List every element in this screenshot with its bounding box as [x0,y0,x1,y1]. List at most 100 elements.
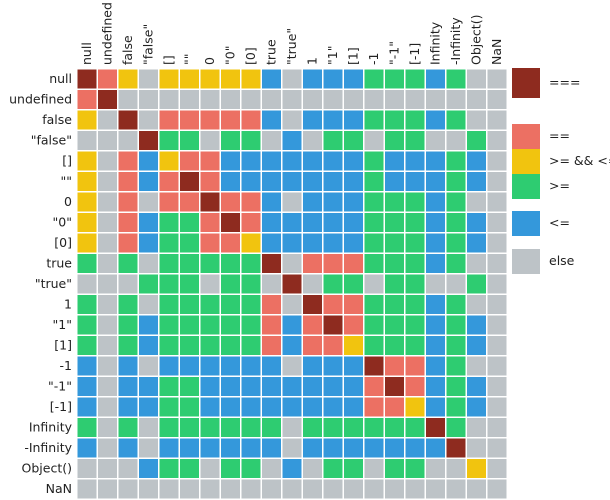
cell [303,459,322,478]
cell [282,336,302,355]
cell [180,315,199,335]
cell [118,151,138,171]
cell [159,274,179,294]
cell [303,233,322,253]
cell [303,274,322,294]
cell [118,295,138,314]
cell [344,459,363,478]
cell [98,459,117,478]
cell [139,69,158,89]
cell [487,459,507,478]
column-label: "false" [140,24,155,65]
cell [139,295,158,314]
cell [323,69,343,89]
cell [446,479,466,499]
cell [77,90,97,109]
cell [426,336,445,355]
cell [77,397,97,417]
cell [221,459,240,478]
cell [200,418,220,437]
cell [200,295,220,314]
cell [323,151,343,171]
cell [241,418,261,437]
cell [446,172,466,191]
cell [405,90,425,109]
cell [344,69,363,89]
cell [262,315,281,335]
cell [262,274,281,294]
cell [323,377,343,396]
cell [364,69,384,89]
cell [98,315,117,335]
cell [77,295,97,314]
column-label: Object() [468,15,483,65]
column-label: true [263,39,278,65]
cell [241,315,261,335]
cell [221,315,240,335]
cell [446,110,466,130]
row-label: "0" [53,214,72,229]
cell [282,315,302,335]
cell [159,69,179,89]
cell [118,90,138,109]
cell [303,377,322,396]
cell [241,397,261,417]
cell [364,274,384,294]
cell [139,418,158,437]
cell [180,254,199,273]
cell [180,377,199,396]
cell [139,254,158,273]
cell [139,336,158,355]
cell [426,90,445,109]
cell [467,438,486,458]
cell [385,274,404,294]
cell [344,438,363,458]
cell [139,233,158,253]
cell [405,213,425,232]
cell [221,254,240,273]
cell [241,131,261,150]
cell [262,418,281,437]
cell [426,438,445,458]
legend-swatch [512,211,540,236]
cell [77,356,97,376]
cell [344,172,363,191]
cell [200,233,220,253]
cell [159,254,179,273]
cell [159,459,179,478]
cell [467,254,486,273]
cell [344,254,363,273]
cell [282,254,302,273]
cell [200,274,220,294]
cell [77,418,97,437]
legend-label: == [549,128,570,143]
cell [241,274,261,294]
column-label: [-1] [407,43,422,65]
cell [344,131,363,150]
cell [426,397,445,417]
cell [364,336,384,355]
cell [385,438,404,458]
cell [159,479,179,499]
row-label: [] [62,153,72,168]
cell [159,315,179,335]
cell [385,172,404,191]
cell [446,254,466,273]
cell [77,110,97,130]
cell [405,438,425,458]
cell [77,69,97,89]
cell [467,233,486,253]
cell [467,479,486,499]
cell [159,377,179,396]
cell [221,295,240,314]
cell [221,110,240,130]
cell [303,90,322,109]
cell [139,213,158,232]
cell [364,438,384,458]
cell [385,110,404,130]
legend-label: >= && <= [549,153,610,168]
cell [364,131,384,150]
cell [385,377,404,396]
cell [139,397,158,417]
cell [200,90,220,109]
